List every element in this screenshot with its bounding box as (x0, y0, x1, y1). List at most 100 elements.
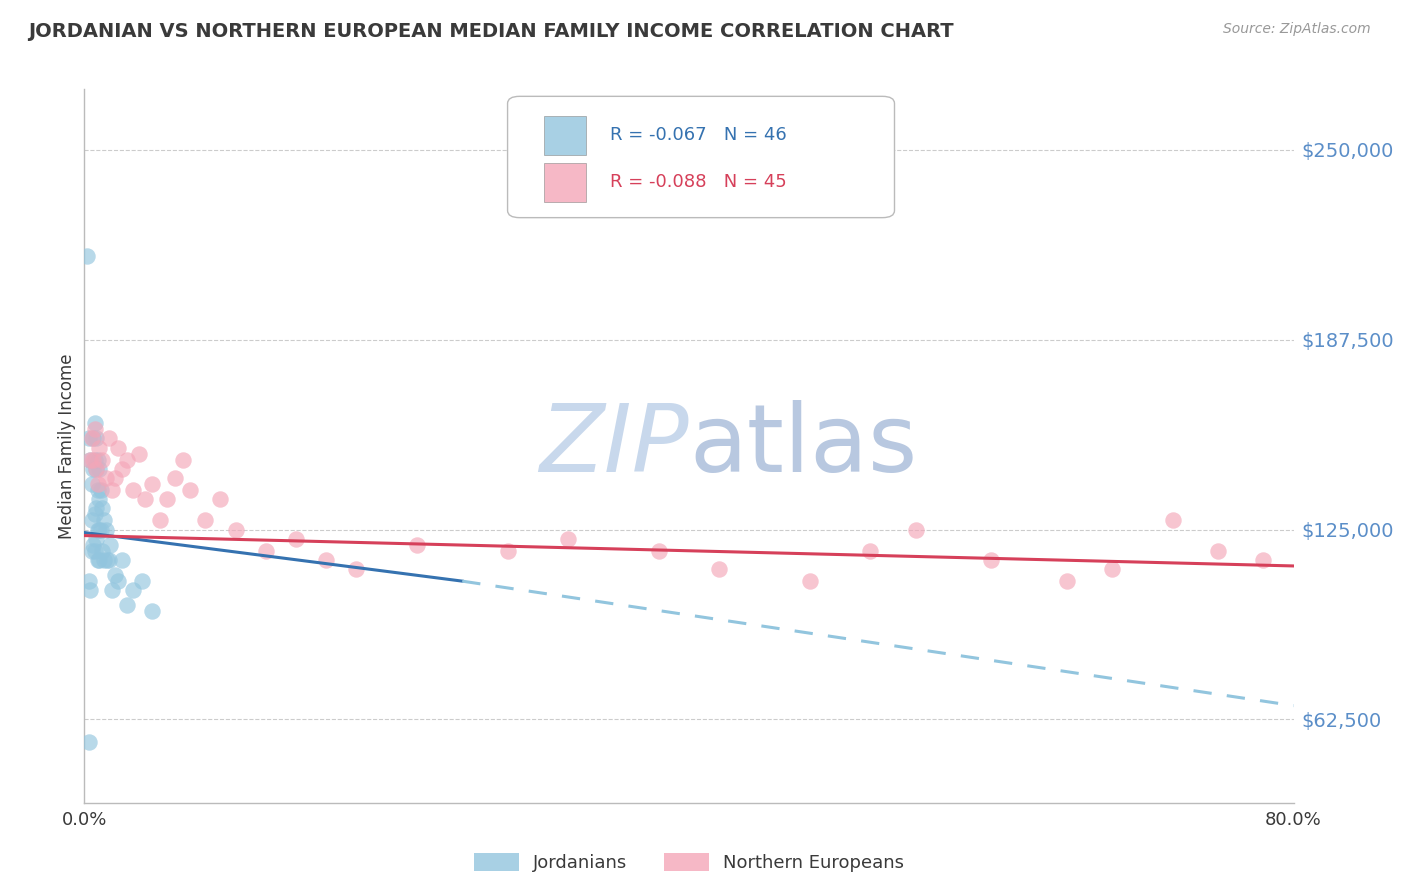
Point (89, 441, 111, 455)
Point (77, 735, 100, 749)
Point (87, 483, 110, 497)
Point (89, 523, 111, 537)
Point (84, 422, 107, 436)
Point (149, 513, 172, 527)
Point (254, 543, 277, 558)
Point (131, 574, 153, 588)
Point (82, 431, 104, 445)
Point (121, 483, 143, 497)
Point (80, 477, 103, 491)
Point (165, 471, 187, 485)
Legend: Jordanians, Northern Europeans: Jordanians, Northern Europeans (467, 846, 911, 880)
Point (346, 562, 368, 576)
Point (141, 605, 163, 619)
Point (557, 532, 579, 546)
Point (1161, 513, 1184, 527)
Point (87, 523, 110, 537)
Point (100, 583, 122, 598)
Point (172, 452, 194, 467)
Point (91, 452, 114, 467)
Point (406, 538, 429, 552)
Point (100, 483, 122, 497)
Point (115, 599, 138, 613)
Point (104, 568, 127, 582)
Point (84, 508, 107, 522)
Point (91, 501, 114, 516)
Point (111, 462, 134, 476)
Point (80, 513, 103, 527)
Point (1101, 562, 1123, 576)
Point (86, 501, 108, 516)
Y-axis label: Median Family Income: Median Family Income (58, 353, 76, 539)
FancyBboxPatch shape (508, 96, 894, 218)
Point (89, 492, 111, 507)
Point (980, 553, 1002, 567)
Point (104, 471, 127, 485)
Point (315, 553, 337, 567)
Text: Source: ZipAtlas.com: Source: ZipAtlas.com (1223, 22, 1371, 37)
Point (94, 471, 117, 485)
Point (79, 452, 101, 467)
FancyBboxPatch shape (544, 162, 586, 202)
Point (859, 543, 882, 558)
Point (86, 532, 108, 546)
Point (194, 513, 217, 527)
Point (141, 477, 163, 491)
Point (799, 574, 821, 588)
Point (80, 543, 103, 558)
Point (76, 249, 98, 263)
Point (82, 452, 104, 467)
Point (82, 538, 104, 552)
Point (648, 543, 671, 558)
Point (1253, 553, 1275, 567)
Point (77, 574, 100, 588)
Point (98, 538, 121, 552)
Point (93, 513, 115, 527)
Point (225, 523, 247, 537)
Point (87, 477, 110, 491)
Point (156, 492, 179, 507)
Point (96, 553, 118, 567)
Point (94, 523, 117, 537)
Point (87, 553, 110, 567)
Text: ZIP: ZIP (540, 401, 689, 491)
Point (77, 431, 100, 445)
Point (84, 452, 107, 467)
Point (285, 532, 308, 546)
Point (93, 553, 115, 567)
Point (97, 431, 120, 445)
FancyBboxPatch shape (544, 116, 586, 155)
Point (1056, 574, 1078, 588)
Point (709, 562, 731, 576)
Point (89, 553, 111, 567)
Point (496, 543, 519, 558)
Point (84, 416, 107, 430)
Point (90, 483, 112, 497)
Point (86, 431, 108, 445)
Point (904, 523, 927, 537)
Text: JORDANIAN VS NORTHERN EUROPEAN MEDIAN FAMILY INCOME CORRELATION CHART: JORDANIAN VS NORTHERN EUROPEAN MEDIAN FA… (28, 22, 953, 41)
Point (134, 492, 156, 507)
Point (90, 523, 112, 537)
Point (87, 452, 110, 467)
Point (89, 462, 111, 476)
Point (209, 492, 232, 507)
Point (91, 543, 114, 558)
Text: R = -0.067   N = 46: R = -0.067 N = 46 (610, 127, 787, 145)
Point (82, 462, 104, 476)
Text: R = -0.088   N = 45: R = -0.088 N = 45 (610, 173, 787, 191)
Point (80, 431, 103, 445)
Point (86, 462, 108, 476)
Point (121, 583, 143, 598)
Point (86, 462, 108, 476)
Point (179, 483, 201, 497)
Text: atlas: atlas (689, 400, 917, 492)
Point (79, 452, 101, 467)
Point (111, 553, 134, 567)
Point (107, 574, 129, 588)
Point (84, 543, 107, 558)
Point (97, 553, 120, 567)
Point (115, 452, 138, 467)
Point (128, 447, 150, 461)
Point (79, 583, 101, 598)
